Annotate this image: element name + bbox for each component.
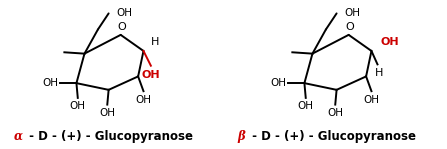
Text: OH: OH [142, 70, 160, 80]
Text: H: H [151, 37, 159, 47]
Text: OH: OH [135, 95, 152, 105]
Text: β: β [237, 130, 245, 143]
Text: OH: OH [116, 8, 132, 18]
Text: OH: OH [70, 101, 86, 111]
Text: OH: OH [298, 101, 314, 111]
Text: OH: OH [270, 78, 286, 88]
Text: α: α [13, 130, 22, 143]
Text: O: O [345, 21, 354, 32]
Text: OH: OH [363, 95, 380, 105]
Text: OH: OH [42, 78, 58, 88]
Text: O: O [117, 21, 126, 32]
Text: - D - (+) - Glucopyranose: - D - (+) - Glucopyranose [25, 130, 193, 143]
Text: H: H [375, 68, 383, 78]
Text: OH: OH [327, 108, 343, 118]
Text: OH: OH [381, 37, 400, 47]
Text: OH: OH [344, 8, 360, 18]
Text: OH: OH [99, 108, 115, 118]
Text: - D - (+) - Glucopyranose: - D - (+) - Glucopyranose [248, 130, 416, 143]
